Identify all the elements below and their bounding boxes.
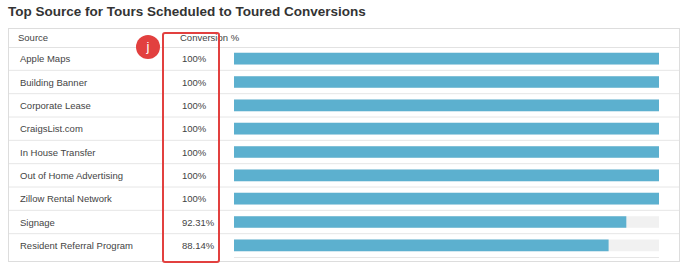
svg-text:Zillow Rental Network: Zillow Rental Network — [20, 193, 112, 204]
svg-text:88.14%: 88.14% — [182, 240, 215, 251]
svg-text:100%: 100% — [182, 170, 207, 181]
svg-text:100%: 100% — [182, 147, 207, 158]
svg-text:In House Transfer: In House Transfer — [20, 147, 96, 158]
svg-text:Building Banner: Building Banner — [20, 77, 87, 88]
svg-text:Corporate Lease: Corporate Lease — [20, 100, 91, 111]
svg-text:Apple Maps: Apple Maps — [20, 53, 70, 64]
html-text:Conversion %: Conversion % — [180, 32, 240, 43]
svg-text:100%: 100% — [182, 193, 207, 204]
svg-text:92.31%: 92.31% — [182, 217, 215, 228]
svg-text:100%: 100% — [182, 123, 207, 134]
html-text:Top Source for Tours Scheduled: Top Source for Tours Scheduled to Toured… — [8, 4, 366, 19]
svg-text:100%: 100% — [182, 77, 207, 88]
svg-text:CraigsList.com: CraigsList.com — [20, 123, 83, 134]
html-text:Source: Source — [18, 32, 49, 43]
svg-text:Resident Referral Program: Resident Referral Program — [20, 240, 133, 251]
html-text:j: j — [146, 39, 150, 54]
svg-text:Signage: Signage — [20, 217, 55, 228]
svg-text:100%: 100% — [182, 53, 207, 64]
svg-text:100%: 100% — [182, 100, 207, 111]
svg-text:Out of Home Advertising: Out of Home Advertising — [20, 170, 123, 181]
